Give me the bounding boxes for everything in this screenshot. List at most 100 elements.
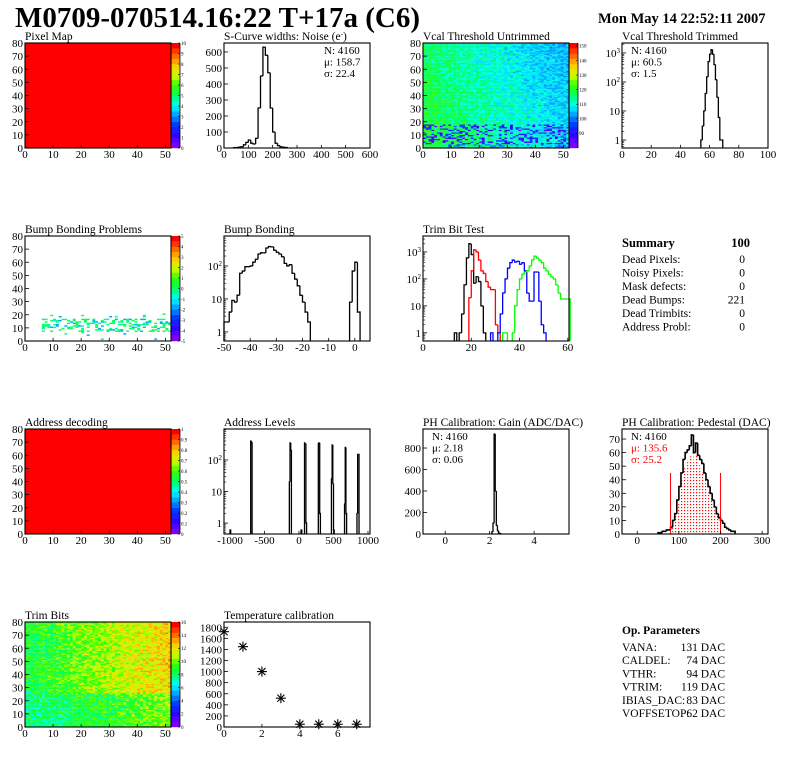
- heatmap-cell: [504, 46, 508, 49]
- histogram-bin: [303, 442, 306, 534]
- heatmap-cell: [529, 137, 533, 139]
- heatmap-cell: [484, 108, 488, 111]
- heatmap-cell: [75, 322, 79, 325]
- heatmap-cell: [510, 67, 513, 70]
- heatmap-cell: [490, 124, 494, 126]
- heatmap-cell: [448, 49, 452, 52]
- palette-swatch: [171, 257, 180, 263]
- heatmap-cell: [465, 134, 469, 137]
- heatmap-cell: [510, 88, 513, 91]
- heatmap-cell: [100, 329, 104, 331]
- heatmap-cell: [504, 57, 508, 59]
- heatmap-cell: [434, 125, 438, 128]
- heatmap-cell: [512, 49, 516, 52]
- heatmap-cell: [518, 137, 522, 139]
- heatmap-cell: [518, 104, 522, 107]
- heatmap-cell: [560, 87, 564, 90]
- heatmap-cell: [134, 323, 138, 326]
- heatmap-cell: [126, 318, 130, 321]
- heatmap-cell: [467, 123, 471, 125]
- heatmap-cell: [566, 129, 570, 132]
- y-tick-label: 10: [12, 130, 24, 142]
- heatmap-cell: [465, 60, 469, 62]
- heatmap-cell: [546, 53, 550, 55]
- x-tick-label: 0: [619, 149, 625, 161]
- heatmap-cell: [498, 46, 502, 49]
- heatmap-cell: [423, 92, 426, 95]
- heatmap-cell: [507, 74, 511, 76]
- heatmap-cell: [423, 45, 426, 48]
- heatmap-cell: [540, 77, 544, 79]
- heatmap-cell: [549, 58, 553, 61]
- heatmap-cell: [498, 71, 502, 74]
- heatmap-cell: [437, 87, 440, 90]
- histogram-bin: [264, 47, 268, 56]
- heatmap-cell: [27, 699, 31, 701]
- heatmap-cell: [515, 62, 519, 65]
- heatmap-cell: [25, 675, 28, 678]
- heatmap-cell: [546, 75, 550, 78]
- heatmap-cell: [554, 117, 558, 120]
- heatmap-cell: [566, 145, 570, 147]
- heatmap-cell: [496, 88, 499, 91]
- heatmap-cell: [165, 321, 169, 323]
- heatmap-cell: [476, 49, 480, 52]
- heatmap-cell: [470, 109, 474, 112]
- histogram-bin: [332, 444, 334, 485]
- heatmap-cell: [451, 52, 455, 54]
- histogram-bin: [267, 245, 272, 249]
- heatmap-cell: [451, 85, 455, 87]
- heatmap-cell: [518, 141, 522, 143]
- heatmap-cell: [462, 57, 466, 59]
- heatmap-cell: [448, 64, 452, 66]
- heatmap-cell: [552, 79, 556, 82]
- heatmap-cell: [465, 82, 469, 84]
- y-tick-label: 40: [12, 91, 24, 103]
- heatmap-cell: [479, 75, 483, 78]
- heatmap-cell: [504, 120, 508, 122]
- x-tick-label: 100: [760, 149, 777, 161]
- heatmap-cell: [437, 50, 440, 53]
- heatmap-cell: [554, 141, 558, 143]
- heatmap-cell: [498, 54, 502, 57]
- heatmap-cell: [434, 56, 438, 58]
- heatmap-cell: [498, 117, 502, 120]
- ph-gain-plot: PH Calibration: Gain (ADC/DAC)0 2 40200400…: [405, 417, 584, 547]
- heatmap-cell: [535, 67, 539, 70]
- histogram-bin: [550, 274, 554, 278]
- heatmap-cell: [439, 113, 443, 116]
- heatmap-cell: [445, 133, 449, 136]
- heatmap-cell: [470, 104, 474, 107]
- heatmap-cell: [554, 137, 558, 139]
- heatmap-cell: [470, 132, 474, 134]
- heatmap-cell: [563, 96, 567, 99]
- heatmap-cell: [490, 46, 494, 49]
- heatmap-cell: [535, 90, 539, 92]
- x-tick-label: 0: [442, 535, 448, 547]
- heatmap-cell: [521, 57, 525, 59]
- heatmap-cell: [487, 142, 491, 145]
- heatmap-cell: [524, 79, 528, 82]
- heatmap-cell: [532, 60, 536, 62]
- heatmap-cell: [487, 119, 491, 121]
- heatmap-cell: [470, 62, 474, 65]
- heatmap-cell: [456, 123, 460, 125]
- heatmap-cell: [566, 54, 570, 57]
- heatmap-cell: [493, 82, 497, 84]
- heatmap-cell: [543, 85, 547, 87]
- heatmap-cell: [540, 78, 544, 80]
- heatmap-cell: [465, 66, 469, 69]
- heatmap-cell: [529, 109, 533, 112]
- heatmap-cell: [25, 709, 28, 712]
- heatmap-cell: [445, 95, 449, 97]
- heatmap-cell: [434, 54, 438, 57]
- plot-title: Vcal Threshold Untrimmed: [423, 31, 550, 43]
- heatmap-cell: [560, 57, 564, 59]
- heatmap-cell: [479, 100, 483, 103]
- heatmap-cell: [557, 145, 561, 147]
- heatmap-cell: [526, 134, 530, 137]
- palette-swatch: [171, 460, 180, 466]
- palette-swatch: [171, 429, 180, 435]
- heatmap-cell: [459, 50, 463, 53]
- heatmap-cell: [566, 91, 570, 94]
